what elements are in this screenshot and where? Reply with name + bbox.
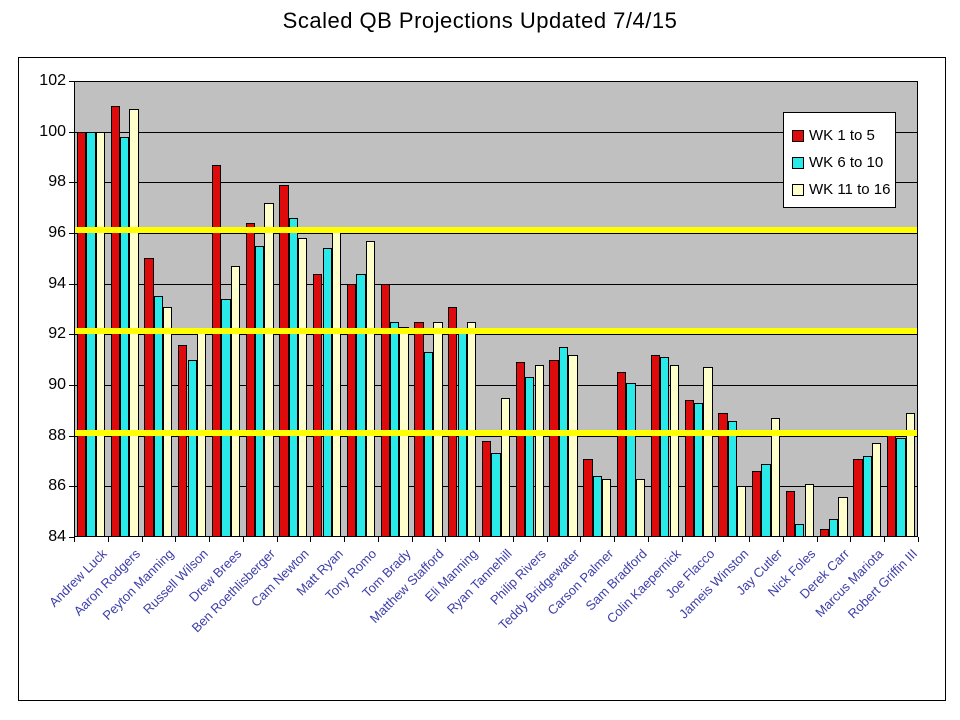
y-axis-label-96: 96 <box>48 224 66 241</box>
x-axis-tick-13 <box>513 537 514 542</box>
x-axis-tick-21 <box>783 537 784 542</box>
plot-border <box>74 81 918 537</box>
x-axis-tick-22 <box>817 537 818 542</box>
x-axis-tick-15 <box>580 537 581 542</box>
y-axis-label-84: 84 <box>48 528 66 545</box>
legend: WK 1 to 5 WK 6 to 10 WK 11 to 16 <box>783 112 896 208</box>
y-axis-label-102: 102 <box>39 72 66 89</box>
x-axis-tick-3 <box>175 537 176 542</box>
x-axis-tick-8 <box>344 537 345 542</box>
gridline-y-94 <box>74 284 918 285</box>
x-axis-tick-0 <box>74 537 75 542</box>
legend-item-1: WK 6 to 10 <box>792 149 889 176</box>
y-axis-tick-96 <box>69 233 74 234</box>
x-axis-tick-11 <box>445 537 446 542</box>
x-axis-tick-2 <box>142 537 143 542</box>
y-axis-tick-84 <box>69 537 74 538</box>
legend-item-0: WK 1 to 5 <box>792 122 889 149</box>
legend-swatch-icon <box>792 156 804 169</box>
y-axis-label-92: 92 <box>48 325 66 342</box>
gridline-y-100 <box>74 132 918 133</box>
x-axis-tick-17 <box>648 537 649 542</box>
x-axis-tick-7 <box>310 537 311 542</box>
y-axis-label-98: 98 <box>48 173 66 190</box>
x-axis-tick-25 <box>918 537 919 542</box>
gridline-y-98 <box>74 182 918 183</box>
legend-label: WK 1 to 5 <box>809 127 875 144</box>
gridline-y-88 <box>74 436 918 437</box>
y-axis-tick-100 <box>69 132 74 133</box>
x-axis-tick-19 <box>715 537 716 542</box>
gridline-y-90 <box>74 385 918 386</box>
y-axis-tick-88 <box>69 436 74 437</box>
x-axis-tick-9 <box>378 537 379 542</box>
y-axis-tick-86 <box>69 486 74 487</box>
chart-title: Scaled QB Projections Updated 7/4/15 <box>282 8 678 33</box>
x-axis-tick-12 <box>479 537 480 542</box>
legend-label: WK 11 to 16 <box>809 181 891 198</box>
legend-swatch-icon <box>792 183 804 196</box>
legend-item-2: WK 11 to 16 <box>792 176 891 203</box>
y-axis-label-100: 100 <box>39 123 66 140</box>
y-axis-label-90: 90 <box>48 376 66 393</box>
x-axis-tick-14 <box>547 537 548 542</box>
x-axis-tick-10 <box>412 537 413 542</box>
legend-label: WK 6 to 10 <box>809 154 884 171</box>
x-axis-tick-1 <box>108 537 109 542</box>
y-axis-label-94: 94 <box>48 275 66 292</box>
y-axis-tick-102 <box>69 81 74 82</box>
x-axis-tick-16 <box>614 537 615 542</box>
y-axis-tick-90 <box>69 385 74 386</box>
y-axis-label-88: 88 <box>48 427 66 444</box>
x-axis-tick-6 <box>277 537 278 542</box>
reference-line-88 <box>74 430 918 436</box>
legend-swatch-icon <box>792 129 804 142</box>
y-axis-label-86: 86 <box>48 477 66 494</box>
gridline-y-96 <box>74 233 918 234</box>
x-axis-tick-18 <box>682 537 683 542</box>
y-axis-tick-92 <box>69 334 74 335</box>
reference-line-92 <box>74 328 918 334</box>
x-axis-tick-23 <box>850 537 851 542</box>
x-axis-tick-24 <box>884 537 885 542</box>
reference-line-96 <box>74 227 918 233</box>
y-axis-tick-98 <box>69 182 74 183</box>
gridline-y-92 <box>74 334 918 335</box>
x-axis-tick-4 <box>209 537 210 542</box>
x-axis-tick-20 <box>749 537 750 542</box>
x-axis-tick-5 <box>243 537 244 542</box>
y-axis-tick-94 <box>69 284 74 285</box>
